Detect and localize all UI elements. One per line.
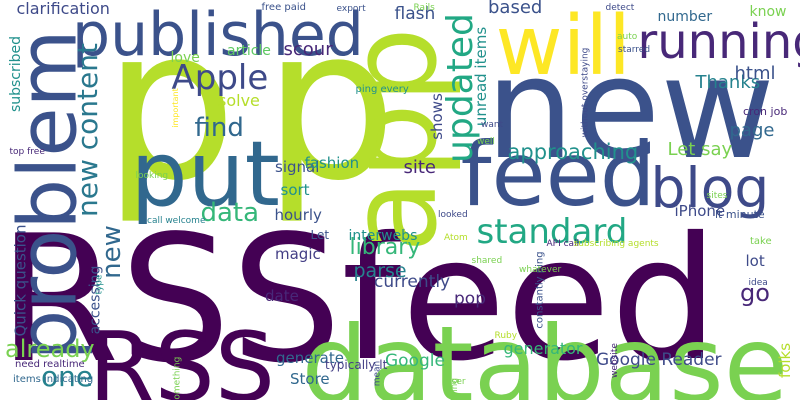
- word-starred: starred: [618, 46, 650, 55]
- word-website: website: [610, 343, 619, 378]
- word-shows: shows: [429, 93, 444, 140]
- word-article: article: [227, 44, 271, 58]
- word-site: site: [404, 159, 437, 177]
- word-take: take: [750, 237, 772, 247]
- word-subscribed: subscribed: [9, 36, 23, 112]
- word-magic: magic: [275, 247, 321, 262]
- word-well: well: [477, 138, 495, 147]
- word-number: number: [658, 10, 713, 24]
- word-let-say: Let say: [668, 141, 733, 159]
- word-quick-question: Quick question: [14, 224, 29, 336]
- word-cron-job: cron job: [743, 106, 787, 117]
- word-important: important: [172, 88, 180, 128]
- word-call-welcome: call welcome: [147, 217, 205, 226]
- word-looking: looking: [136, 172, 169, 181]
- word-approaching: approaching: [508, 142, 639, 163]
- word-scour: scour: [284, 41, 333, 59]
- word-ruby: Ruby: [495, 332, 518, 341]
- word-running: running: [638, 18, 800, 66]
- word-lt-minute: lt minute: [715, 209, 765, 220]
- word-new-content: new content: [74, 43, 102, 217]
- word-detect: detect: [606, 4, 635, 13]
- word-sites: sites: [707, 192, 728, 201]
- word-pop: pop: [454, 291, 486, 308]
- word-atom: Atom: [444, 234, 468, 243]
- word-need-realtime: need realtime: [15, 360, 85, 370]
- word-lot: lot: [746, 254, 765, 269]
- word-store: Store: [290, 372, 330, 387]
- word-html: html: [735, 65, 776, 83]
- word-page: page: [730, 122, 775, 140]
- word-date: date: [265, 289, 299, 304]
- word-will: will: [496, 6, 631, 88]
- word-unread-items: unread items: [474, 26, 489, 125]
- word-interwebs: interwebs: [349, 229, 418, 243]
- word-sort: sort: [281, 183, 310, 198]
- word-rails: Rails: [414, 4, 435, 13]
- word-top-free: top free: [10, 148, 45, 157]
- word-want: want: [481, 121, 503, 130]
- word-export: export: [337, 5, 366, 14]
- word-apple: Apple: [172, 61, 269, 95]
- word-currently: currently: [374, 274, 450, 291]
- word-shared: shared: [472, 257, 503, 266]
- word-thing: thing: [451, 377, 460, 400]
- word-without-overstaying: without overstaying: [581, 47, 590, 137]
- word-idea: idea: [749, 279, 768, 288]
- word-solve: solve: [218, 93, 260, 109]
- word-love: love: [171, 51, 200, 65]
- word-hourly: hourly: [275, 208, 322, 223]
- word-whatever: whatever: [519, 266, 561, 275]
- word-know: know: [750, 5, 787, 19]
- word-constantly-ping: constantly ping: [535, 251, 545, 328]
- word-mean: mean: [373, 360, 382, 386]
- word-data: data: [201, 200, 260, 226]
- word-free-paid: free paid: [262, 3, 307, 13]
- word-folks: folks: [778, 342, 793, 377]
- word-looked: looked: [438, 211, 468, 220]
- word-auto: auto: [617, 33, 637, 42]
- word-google: Google: [385, 353, 445, 370]
- word-find: find: [195, 115, 244, 141]
- word-something: something: [173, 356, 182, 400]
- word-type: type: [96, 274, 105, 294]
- word-already: already: [5, 337, 95, 361]
- word-fashion: fashion: [305, 156, 360, 171]
- word-generator: generator: [504, 341, 583, 357]
- word-based: based: [488, 0, 542, 17]
- word-clarification: clarification: [17, 1, 110, 17]
- word-ping-every: ping every: [356, 85, 409, 95]
- word-items-indicating: items indicating: [13, 375, 93, 385]
- word-let: Let: [311, 229, 330, 241]
- word-subscribing-agents: subscribing agents: [574, 240, 659, 249]
